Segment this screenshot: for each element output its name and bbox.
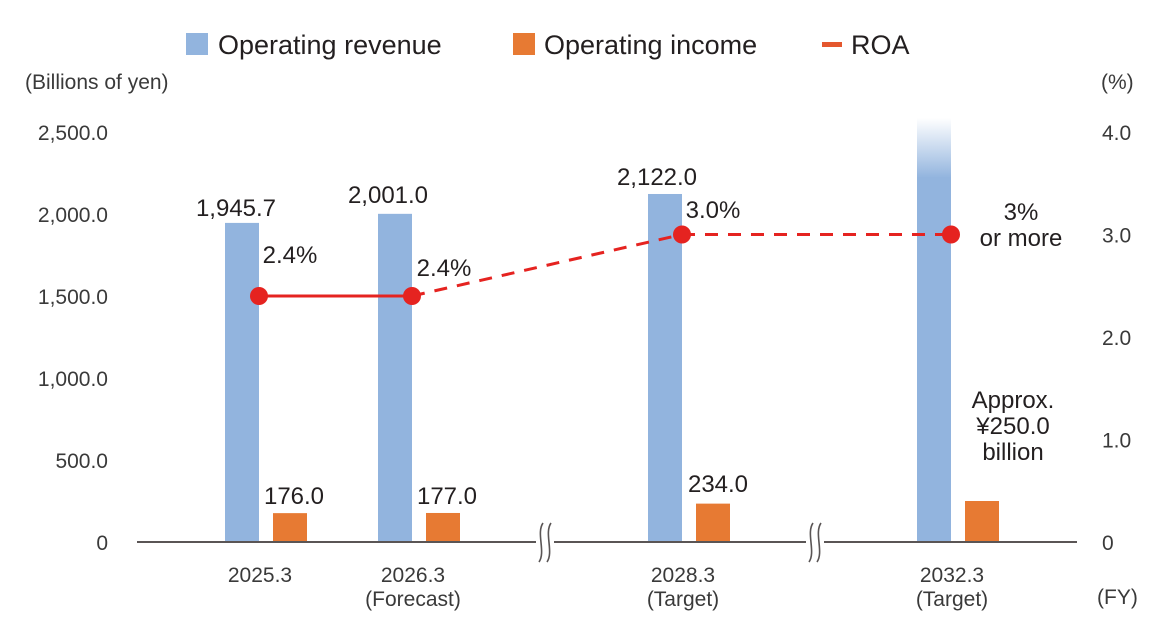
- left-tick-label: 2,500.0: [38, 122, 108, 145]
- bar-operating-income: [696, 503, 730, 542]
- data-labels: 1,945.7 2,001.0 2,122.0 176.0 177.0 234.0 Appr…: [196, 164, 1062, 510]
- label-operating-income: 234.0: [688, 471, 748, 498]
- label-roa: 2.4%: [417, 255, 472, 282]
- label-operating-revenue: 2,001.0: [348, 182, 428, 209]
- bars: [225, 118, 999, 542]
- right-tick-label: 2.0: [1102, 327, 1131, 350]
- category-label: 2032.3: [920, 564, 984, 587]
- label-operating-income: 176.0: [264, 483, 324, 510]
- left-tick-label: 1,000.0: [38, 368, 108, 391]
- legend-swatch-operating-income: [513, 33, 535, 55]
- legend-label-operating-revenue: Operating revenue: [218, 30, 442, 60]
- legend-swatch-roa: [822, 42, 842, 47]
- bar-operating-revenue: [648, 193, 682, 542]
- legend: Operating revenue Operating income ROA: [186, 30, 910, 60]
- bar-operating-income: [426, 512, 460, 542]
- bar-operating-revenue: [378, 213, 412, 542]
- axis-breaks: [536, 522, 824, 563]
- label-operating-revenue: 1,945.7: [196, 195, 276, 222]
- bar-operating-revenue: [225, 222, 259, 542]
- left-tick-label: 0: [96, 532, 108, 555]
- axis-break-mark: [538, 522, 544, 563]
- bar-operating-revenue-fade: [917, 118, 951, 178]
- category-sublabel: (Target): [647, 588, 719, 611]
- axis-break-gap: [536, 538, 554, 546]
- roa-line: [250, 225, 960, 305]
- left-tick-label: 1,500.0: [38, 286, 108, 309]
- right-axis-label: (%): [1101, 71, 1134, 94]
- roa-point: [250, 287, 268, 305]
- axis-break-mark: [546, 522, 552, 563]
- legend-label-operating-income: Operating income: [544, 30, 757, 60]
- axis-break-mark: [808, 522, 814, 563]
- label-roa: 3% or more: [980, 199, 1063, 252]
- axis-break-mark: [816, 522, 822, 563]
- category-sublabel: (Target): [916, 588, 988, 611]
- category-label: 2025.3: [228, 564, 292, 587]
- category-labels: 2025.3 2026.3(Forecast)2028.3(Target)2032…: [228, 564, 988, 611]
- roa-point: [673, 225, 691, 244]
- label-operating-revenue: 2,122.0: [617, 164, 697, 191]
- axis-break-gap: [806, 538, 824, 546]
- bar-operating-income: [273, 513, 307, 542]
- roa-point: [942, 225, 960, 244]
- roa-segment: [411, 233, 683, 298]
- label-operating-income: Approx. ¥250.0 billion: [972, 387, 1055, 466]
- right-tick-label: 0: [1102, 532, 1114, 555]
- right-tick-label: 4.0: [1102, 122, 1131, 145]
- bar-operating-income: [965, 501, 999, 542]
- category-label: 2028.3: [651, 564, 715, 587]
- category-sublabel: (Forecast): [365, 588, 461, 611]
- category-label: 2026.3: [381, 564, 445, 587]
- label-roa: 2.4%: [263, 242, 318, 269]
- roa-point: [403, 287, 421, 305]
- left-axis-label: (Billions of yen): [25, 71, 169, 94]
- right-tick-label: 3.0: [1102, 225, 1131, 248]
- legend-swatch-operating-revenue: [186, 33, 208, 55]
- left-tick-label: 500.0: [55, 450, 108, 473]
- label-roa: 3.0%: [686, 197, 741, 224]
- x-axis-unit-label: (FY): [1097, 586, 1138, 609]
- legend-label-roa: ROA: [851, 30, 910, 60]
- left-tick-label: 2,000.0: [38, 204, 108, 227]
- left-axis-ticks: 0 500.0 1,000.0 1,500.0 2,000.0 2,500.0: [38, 122, 108, 555]
- label-operating-income: 177.0: [417, 483, 477, 510]
- right-tick-label: 1.0: [1102, 430, 1131, 453]
- right-axis-ticks: 0 1.0 2.0 3.0 4.0: [1102, 122, 1131, 555]
